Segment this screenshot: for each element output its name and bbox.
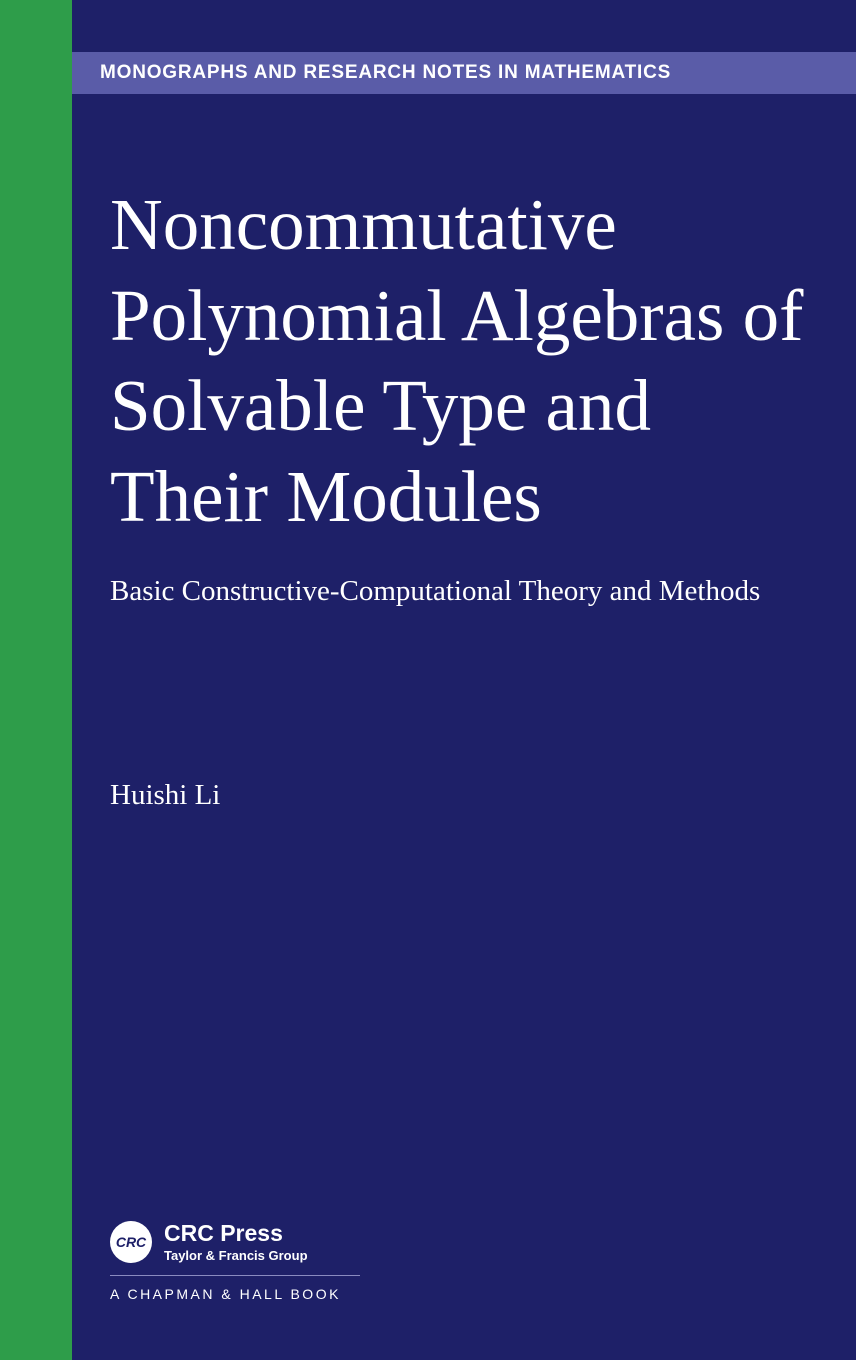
author-name: Huishi Li <box>72 779 856 812</box>
crc-badge-icon: CRC <box>110 1221 152 1263</box>
crc-badge-text: CRC <box>116 1234 146 1250</box>
publisher-group: Taylor & Francis Group <box>164 1248 308 1263</box>
publisher-text-col: CRC Press Taylor & Francis Group <box>164 1222 308 1263</box>
publisher-logo-row: CRC CRC Press Taylor & Francis Group <box>110 1221 360 1263</box>
spine-bar <box>0 0 72 1360</box>
cover-area: MONOGRAPHS AND RESEARCH NOTES IN MATHEMA… <box>72 0 856 1360</box>
subtitle: Basic Constructive-Computational Theory … <box>110 572 816 611</box>
title-block: Noncommutative Polynomial Algebras of So… <box>72 180 856 611</box>
publisher-divider <box>110 1275 360 1276</box>
main-title: Noncommutative Polynomial Algebras of So… <box>110 180 816 542</box>
series-label: MONOGRAPHS AND RESEARCH NOTES IN MATHEMA… <box>100 62 671 84</box>
publisher-imprint: A CHAPMAN & HALL BOOK <box>110 1286 360 1302</box>
publisher-block: CRC CRC Press Taylor & Francis Group A C… <box>110 1221 360 1302</box>
series-bar: MONOGRAPHS AND RESEARCH NOTES IN MATHEMA… <box>72 52 856 94</box>
publisher-press: CRC Press <box>164 1222 308 1245</box>
